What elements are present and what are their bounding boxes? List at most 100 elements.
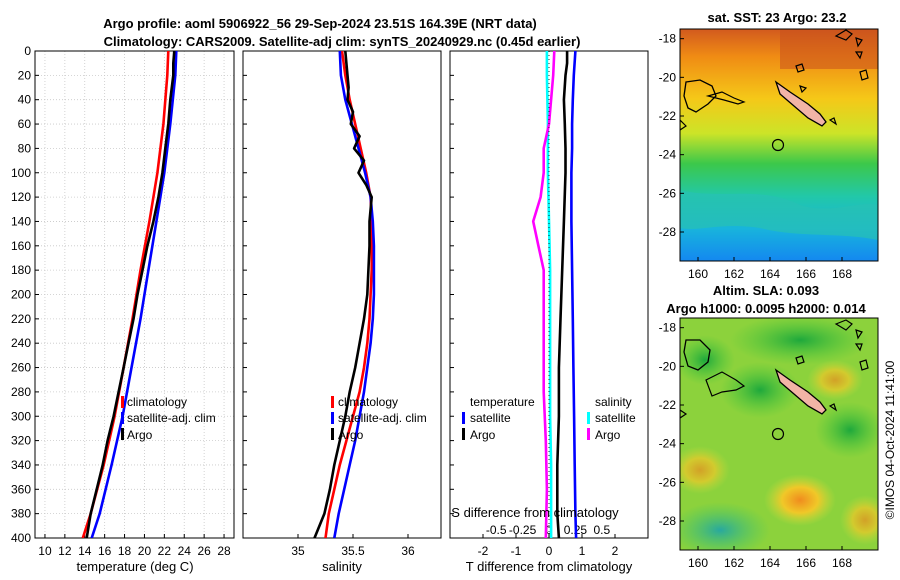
legend-s-satellite: satellite — [595, 411, 636, 425]
argo-float-marker — [771, 138, 785, 152]
x-tick-label: 35 — [291, 544, 305, 558]
x-tick-label: 35.5 — [341, 544, 365, 558]
map-y-tick-label: -20 — [659, 359, 677, 373]
map-y-tick-label: -24 — [659, 148, 677, 162]
salinity-ticks: 35 35.5 36 — [243, 50, 415, 558]
reef-outline — [705, 91, 746, 105]
series-line-satellite-adj-clim — [333, 51, 376, 538]
legend-argo: Argo — [338, 428, 364, 442]
legend-t-argo: Argo — [470, 428, 496, 442]
depth-tick-label: 80 — [18, 141, 32, 155]
x-tick-label: 22 — [158, 544, 172, 558]
depth-tick-label: 0 — [24, 44, 31, 58]
map-y-tick-label: -28 — [659, 225, 677, 239]
legend-swatch-climatology — [121, 396, 124, 408]
x-tick-label: 26 — [197, 544, 211, 558]
legend-swatch-argo — [121, 428, 124, 440]
legend-climatology: climatology — [338, 395, 398, 409]
map-y-tick-label: -22 — [659, 398, 677, 412]
map-x-tick-label: 168 — [832, 267, 852, 281]
legend-swatch-climatology — [331, 396, 334, 408]
sst-map-ticks: 160 162 164 166 168 -18 -20 -22 -24 -26 -28 — [659, 32, 853, 281]
figure-title-line1: Argo profile: aoml 5906922_56 29-Sep-202… — [103, 16, 537, 31]
depth-tick-label: 340 — [11, 458, 31, 472]
x-tick-label: 36 — [401, 544, 415, 558]
depth-tick-label: 20 — [18, 68, 32, 82]
x-tick-label: 16 — [98, 544, 112, 558]
depth-tick-label: 380 — [11, 507, 31, 521]
difference-xlabel-top: S difference from climatology — [451, 505, 619, 520]
sla-map-title-line2: Argo h1000: 0.0095 h2000: 0.014 — [666, 301, 866, 316]
legend-swatch-satellite — [331, 412, 334, 424]
x-tick-label: -2 — [478, 544, 489, 558]
new-caledonia-island — [774, 80, 827, 127]
x-tick-label: 24 — [178, 544, 192, 558]
legend-swatch-s-satellite — [587, 412, 590, 424]
depth-tick-label: 280 — [11, 385, 31, 399]
legend-satellite-adj: satellite-adj. clim — [127, 411, 216, 425]
depth-tick-label: 400 — [11, 531, 31, 545]
depth-tick-label: 220 — [11, 312, 31, 326]
depth-tick-label: 200 — [11, 288, 31, 302]
map-y-tick-label: -18 — [659, 321, 677, 335]
series-line-temperature-argo — [555, 51, 569, 538]
small-islands — [680, 29, 869, 131]
series-line-argo — [313, 51, 374, 538]
sst-map-field — [680, 29, 878, 261]
depth-tick-label: 240 — [11, 336, 31, 350]
sst-map-frame — [679, 28, 879, 262]
top-x-tick-label: -0.5 — [486, 523, 507, 537]
depth-tick-label: 140 — [11, 214, 31, 228]
series-line-satellite-adj-clim — [90, 51, 178, 538]
reef-outline — [705, 371, 746, 397]
sst-warm-patch — [780, 29, 878, 69]
x-tick-label: 2 — [612, 544, 619, 558]
top-x-tick-label: 0.5 — [593, 523, 610, 537]
legend-argo: Argo — [127, 428, 153, 442]
map-y-tick-label: -20 — [659, 70, 677, 84]
depth-tick-label: 320 — [11, 434, 31, 448]
sla-map-ticks: 160 162 164 166 168 -18 -20 -22 -24 -26 -28 — [659, 321, 853, 570]
sla-map-field — [680, 318, 878, 550]
temperature-grid — [35, 50, 234, 539]
map-x-tick-label: 166 — [796, 556, 816, 570]
sst-cool-band — [680, 190, 878, 240]
x-tick-label: 28 — [217, 544, 231, 558]
series-line-argo — [85, 51, 176, 538]
salinity-lines — [313, 51, 376, 538]
x-tick-label: 10 — [38, 544, 52, 558]
x-tick-label: 14 — [78, 544, 92, 558]
map-x-tick-label: 166 — [796, 267, 816, 281]
legend-climatology: climatology — [127, 395, 187, 409]
new-caledonia-island — [774, 368, 827, 415]
map-x-tick-label: 164 — [760, 267, 780, 281]
depth-tick-label: 40 — [18, 93, 32, 107]
difference-xlabel: T difference from climatology — [466, 559, 633, 574]
x-tick-label: 20 — [138, 544, 152, 558]
depth-tick-label: 180 — [11, 263, 31, 277]
salinity-legend: climatology satellite-adj. clim Argo — [331, 395, 427, 442]
salinity-xlabel: salinity — [322, 559, 362, 574]
legend-satellite-adj: satellite-adj. clim — [338, 411, 427, 425]
legend-s-argo: Argo — [595, 428, 621, 442]
legend-swatch-t-argo — [462, 428, 465, 440]
sst-map-title: sat. SST: 23 Argo: 23.2 — [708, 10, 847, 25]
sla-map-title-line1: Altim. SLA: 0.093 — [713, 283, 819, 298]
depth-tick-label: 300 — [11, 409, 31, 423]
sla-high-blob — [680, 446, 730, 494]
sla-high-blob — [840, 495, 878, 545]
temperature-ticks: 10 12 14 16 18 20 22 24 26 28 — [35, 50, 231, 558]
map-x-tick-label: 160 — [688, 556, 708, 570]
depth-tick-label: 120 — [11, 190, 31, 204]
depth-tick-label: 360 — [11, 482, 31, 496]
small-islands — [680, 319, 869, 419]
series-line-temperature-satellite — [570, 51, 578, 538]
temperature-xlabel: temperature (deg C) — [76, 559, 193, 574]
sla-map-frame — [679, 317, 879, 551]
legend-salinity-title: salinity — [595, 395, 632, 409]
sla-high-blob — [764, 474, 836, 526]
legend-swatch-t-satellite — [462, 412, 465, 424]
legend-swatch-argo — [331, 428, 334, 440]
series-line-salinity-satellite — [545, 51, 553, 538]
